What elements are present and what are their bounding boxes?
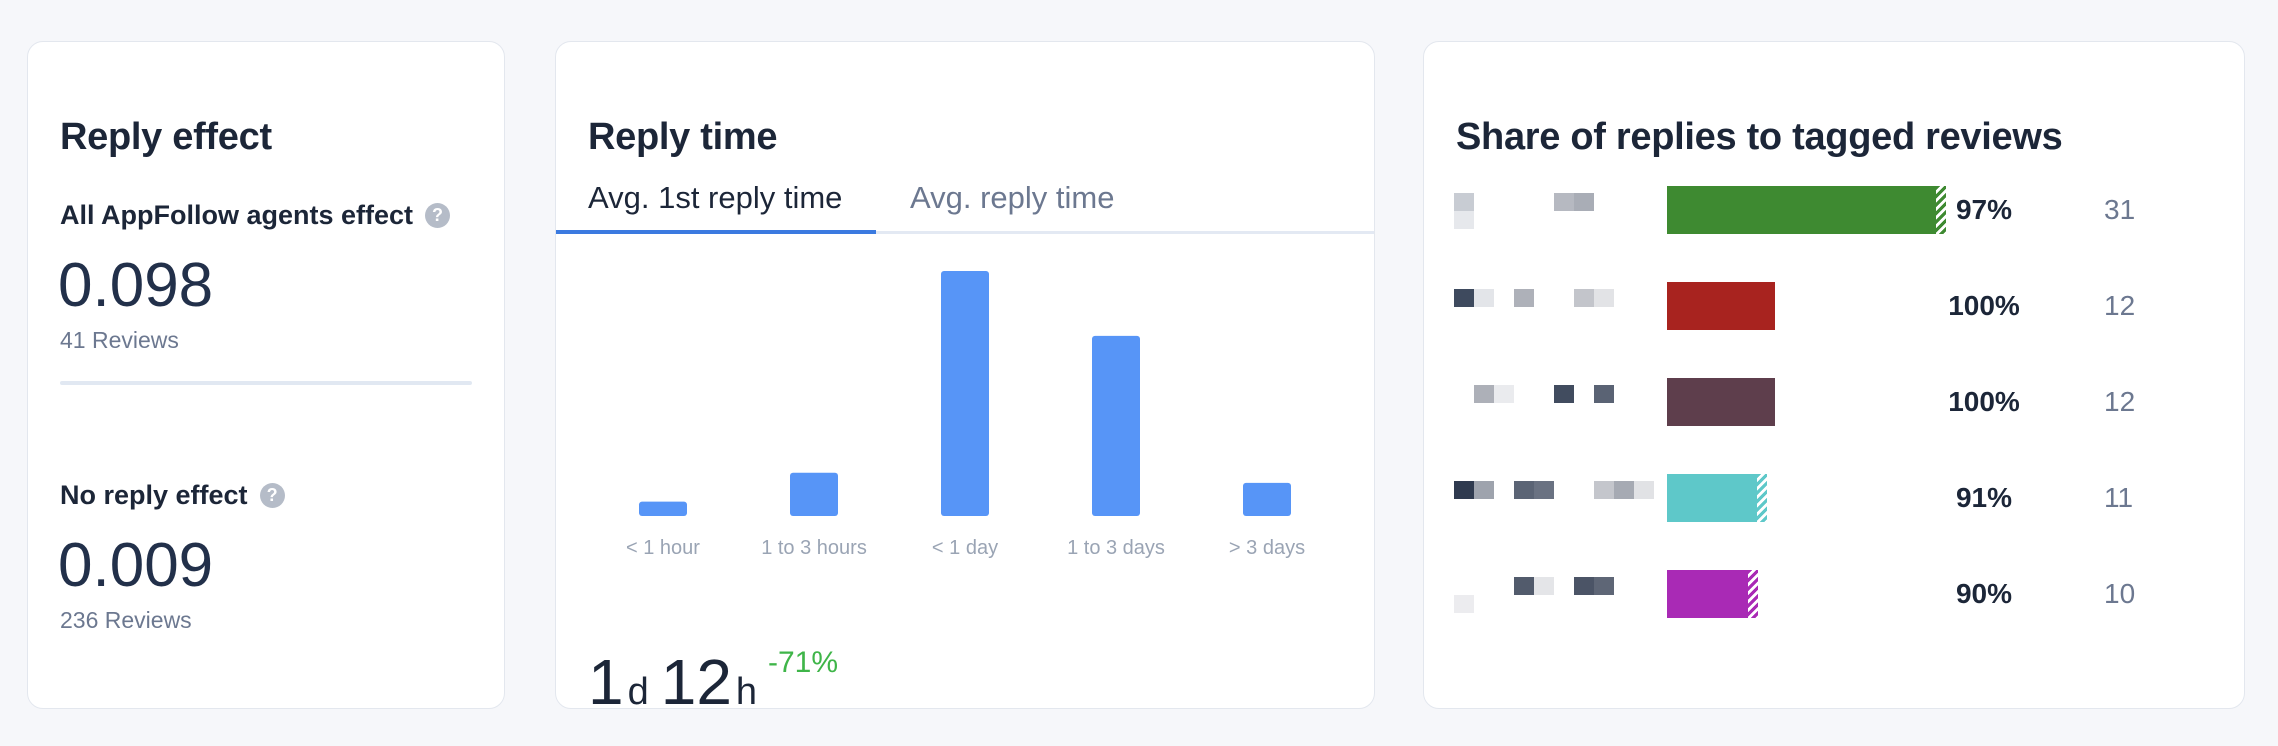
redacted-pixel bbox=[1454, 193, 1474, 211]
agents-effect-reviews: 41 Reviews bbox=[60, 327, 179, 353]
redacted-pixel bbox=[1534, 481, 1554, 499]
tag-percent: 91% bbox=[1955, 482, 2013, 513]
redacted-pixel bbox=[1574, 577, 1594, 595]
agents-effect-label-text: All AppFollow agents effect bbox=[60, 200, 414, 230]
redacted-pixel bbox=[1554, 385, 1574, 403]
redacted-pixel bbox=[1574, 289, 1594, 307]
tag-label-redacted bbox=[1454, 193, 1664, 229]
redacted-pixel bbox=[1634, 481, 1654, 499]
no-reply-effect-value: 0.009 bbox=[58, 531, 214, 600]
duration-hours: 12 bbox=[660, 646, 732, 709]
tag-bar-fill bbox=[1667, 282, 1775, 330]
no-reply-effect-label: No reply effect ? bbox=[60, 480, 285, 511]
bar-1[interactable] bbox=[790, 472, 838, 516]
tab-avg-reply-time[interactable]: Avg. reply time bbox=[910, 180, 1115, 215]
redacted-pixel bbox=[1494, 385, 1514, 403]
reply-effect-card: Reply effect All AppFollow agents effect… bbox=[27, 41, 505, 709]
tagged-reviews-card: Share of replies to tagged reviews 97% 31… bbox=[1423, 41, 2245, 709]
redacted-pixel bbox=[1534, 577, 1554, 595]
tag-row[interactable]: 97% 31 bbox=[1424, 186, 2244, 236]
tag-row[interactable]: 90% 10 bbox=[1424, 570, 2244, 620]
redacted-pixel bbox=[1514, 481, 1534, 499]
agents-effect-label: All AppFollow agents effect ? bbox=[60, 200, 451, 231]
tag-row[interactable]: 100% 12 bbox=[1424, 282, 2244, 332]
reply-time-title: Reply time bbox=[588, 116, 778, 158]
no-reply-effect-label-text: No reply effect bbox=[60, 480, 248, 510]
x-tick-label: > 3 days bbox=[1229, 537, 1305, 559]
x-tick-label: < 1 hour bbox=[626, 537, 700, 559]
redacted-pixel bbox=[1594, 289, 1614, 307]
redacted-pixel bbox=[1454, 481, 1474, 499]
tagged-reviews-title: Share of replies to tagged reviews bbox=[1456, 116, 2063, 158]
avg-first-reply-duration: 1 d 12 h bbox=[588, 645, 769, 709]
tag-percent: 100% bbox=[1948, 290, 2020, 321]
tag-label-redacted bbox=[1454, 577, 1664, 613]
duration-days-unit: d bbox=[627, 671, 649, 709]
divider bbox=[60, 381, 472, 385]
redacted-pixel bbox=[1594, 481, 1614, 499]
duration-change: -71% bbox=[768, 646, 839, 679]
duration-days: 1 bbox=[588, 646, 624, 709]
reply-time-chart: < 1 hour 1 to 3 hours < 1 day 1 to 3 days > … bbox=[626, 271, 1305, 559]
tag-row[interactable]: 91% 11 bbox=[1424, 474, 2244, 524]
duration-hours-unit: h bbox=[735, 671, 758, 709]
active-tab-indicator bbox=[556, 230, 876, 234]
redacted-pixel bbox=[1514, 577, 1534, 595]
tag-label-redacted bbox=[1454, 481, 1664, 517]
tag-label-redacted bbox=[1454, 289, 1664, 325]
tag-bar-unreplied bbox=[1936, 186, 1946, 234]
tab-avg-first-reply-time[interactable]: Avg. 1st reply time bbox=[588, 180, 843, 215]
redacted-pixel bbox=[1474, 289, 1494, 307]
redacted-pixel bbox=[1454, 211, 1474, 229]
redacted-pixel bbox=[1514, 289, 1534, 307]
tag-bar-fill bbox=[1667, 186, 1945, 234]
redacted-pixel bbox=[1474, 481, 1494, 499]
redacted-pixel bbox=[1574, 193, 1594, 211]
tag-bar-unreplied bbox=[1757, 474, 1767, 522]
x-tick-label: < 1 day bbox=[932, 537, 998, 559]
bar-0[interactable] bbox=[639, 501, 687, 516]
tag-count: 11 bbox=[2104, 482, 2134, 513]
reply-time-tabs: Avg. 1st reply time Avg. reply time bbox=[556, 134, 1374, 234]
help-icon[interactable]: ? bbox=[259, 483, 285, 508]
tag-count: 12 bbox=[2104, 290, 2136, 321]
x-tick-label: 1 to 3 days bbox=[1067, 537, 1165, 559]
agents-effect-value: 0.098 bbox=[58, 251, 214, 320]
tag-label-redacted bbox=[1454, 385, 1664, 421]
tag-bar-fill bbox=[1667, 378, 1775, 426]
bar-4[interactable] bbox=[1243, 482, 1291, 516]
redacted-pixel bbox=[1554, 193, 1574, 211]
tag-bar-fill bbox=[1667, 474, 1766, 522]
tag-count: 31 bbox=[2104, 194, 2136, 225]
reply-effect-title: Reply effect bbox=[60, 116, 272, 158]
reply-time-card: Reply time Avg. 1st reply time Avg. repl… bbox=[555, 41, 1375, 709]
redacted-pixel bbox=[1454, 289, 1474, 307]
no-reply-effect-reviews: 236 Reviews bbox=[60, 607, 192, 633]
tag-percent: 100% bbox=[1948, 386, 2020, 417]
redacted-pixel bbox=[1594, 577, 1614, 595]
tag-row[interactable]: 100% 12 bbox=[1424, 378, 2244, 428]
redacted-pixel bbox=[1454, 595, 1474, 613]
bar-3[interactable] bbox=[1092, 335, 1140, 516]
tag-bar-fill bbox=[1667, 570, 1757, 618]
tag-percent: 97% bbox=[1955, 194, 2013, 225]
tag-count: 12 bbox=[2104, 386, 2136, 417]
redacted-pixel bbox=[1614, 481, 1634, 499]
help-icon[interactable]: ? bbox=[425, 203, 451, 228]
tag-bar-unreplied bbox=[1748, 570, 1758, 618]
redacted-pixel bbox=[1594, 385, 1614, 403]
bar-2[interactable] bbox=[941, 271, 989, 516]
tag-percent: 90% bbox=[1955, 578, 2013, 609]
tag-count: 10 bbox=[2104, 578, 2136, 609]
redacted-pixel bbox=[1474, 385, 1494, 403]
x-tick-label: 1 to 3 hours bbox=[761, 537, 867, 559]
